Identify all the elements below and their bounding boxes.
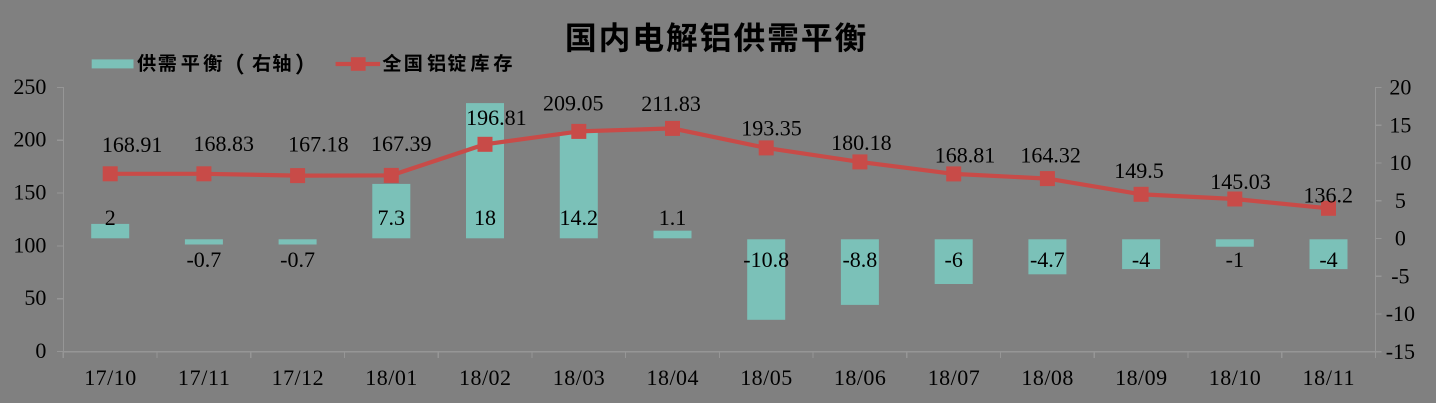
svg-text:168.91: 168.91 <box>102 132 162 157</box>
svg-text:-4: -4 <box>1132 247 1150 272</box>
svg-text:17/10: 17/10 <box>84 365 136 390</box>
svg-text:-1: -1 <box>1226 247 1244 272</box>
svg-text:18/01: 18/01 <box>365 365 417 390</box>
svg-text:18/10: 18/10 <box>1209 365 1261 390</box>
svg-text:-6: -6 <box>945 247 963 272</box>
svg-text:18: 18 <box>474 205 496 230</box>
svg-text:145.03: 145.03 <box>1210 169 1271 194</box>
svg-text:250: 250 <box>13 74 46 99</box>
svg-text:18/07: 18/07 <box>928 365 980 390</box>
svg-text:-4: -4 <box>1319 247 1337 272</box>
svg-text:168.81: 168.81 <box>935 143 996 168</box>
svg-text:14.2: 14.2 <box>560 205 599 230</box>
svg-text:-8.8: -8.8 <box>842 247 877 272</box>
svg-text:18/05: 18/05 <box>740 365 792 390</box>
svg-text:209.05: 209.05 <box>543 91 604 116</box>
svg-text:211.83: 211.83 <box>641 91 701 116</box>
svg-text:-0.7: -0.7 <box>186 247 221 272</box>
svg-text:193.35: 193.35 <box>741 116 802 141</box>
svg-text:18/08: 18/08 <box>1021 365 1073 390</box>
svg-text:196.81: 196.81 <box>466 105 526 130</box>
svg-text:20: 20 <box>1389 75 1411 100</box>
svg-text:7.3: 7.3 <box>378 205 406 230</box>
svg-text:-5: -5 <box>1391 263 1409 288</box>
svg-text:18/02: 18/02 <box>459 365 511 390</box>
svg-text:136.2: 136.2 <box>1304 183 1354 208</box>
svg-text:150: 150 <box>13 179 46 204</box>
svg-text:167.18: 167.18 <box>288 132 349 157</box>
svg-text:100: 100 <box>13 232 46 257</box>
svg-text:-4.7: -4.7 <box>1030 247 1065 272</box>
svg-text:5: 5 <box>1395 188 1406 213</box>
svg-text:18/06: 18/06 <box>834 365 886 390</box>
svg-text:-15: -15 <box>1386 339 1415 364</box>
svg-text:149.5: 149.5 <box>1114 158 1164 183</box>
svg-text:18/03: 18/03 <box>553 365 605 390</box>
svg-text:0: 0 <box>1395 226 1406 251</box>
svg-text:1.1: 1.1 <box>659 205 687 230</box>
svg-text:18/04: 18/04 <box>647 365 699 390</box>
svg-text:17/11: 17/11 <box>178 365 230 390</box>
svg-text:164.32: 164.32 <box>1020 143 1081 168</box>
svg-text:17/12: 17/12 <box>272 365 324 390</box>
svg-text:180.18: 180.18 <box>831 130 892 155</box>
svg-text:200: 200 <box>13 127 46 152</box>
svg-text:-10: -10 <box>1386 301 1415 326</box>
svg-text:0: 0 <box>35 338 46 363</box>
svg-text:18/11: 18/11 <box>1303 365 1355 390</box>
svg-text:18/09: 18/09 <box>1115 365 1167 390</box>
svg-text:2: 2 <box>105 205 116 230</box>
svg-text:168.83: 168.83 <box>194 131 255 156</box>
svg-text:167.39: 167.39 <box>371 131 432 156</box>
svg-text:10: 10 <box>1389 150 1411 175</box>
svg-text:-0.7: -0.7 <box>280 247 315 272</box>
svg-text:50: 50 <box>24 285 46 310</box>
svg-text:15: 15 <box>1389 112 1411 137</box>
svg-text:-10.8: -10.8 <box>743 247 789 272</box>
